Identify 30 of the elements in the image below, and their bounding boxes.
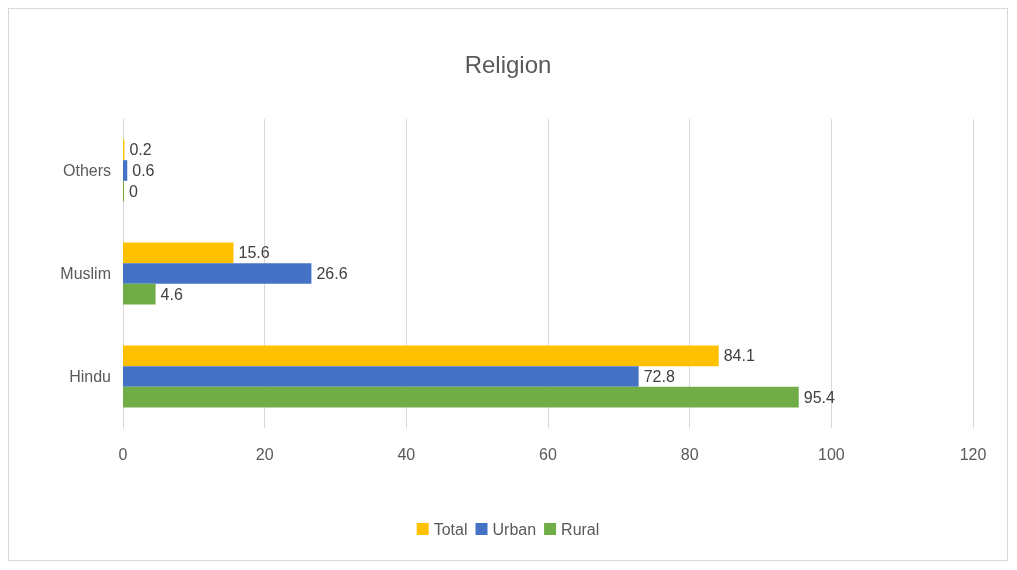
legend-label: Rural bbox=[561, 520, 600, 538]
x-tick-label: 120 bbox=[959, 445, 987, 463]
x-tick-label: 40 bbox=[397, 445, 416, 463]
legend-label: Urban bbox=[492, 520, 537, 538]
bar bbox=[123, 366, 639, 387]
data-label: 72.8 bbox=[643, 368, 675, 385]
data-label: 0 bbox=[129, 182, 138, 200]
chart-title: Religion bbox=[464, 50, 552, 78]
y-tick-label: Hindu bbox=[69, 368, 111, 385]
x-tick-label: 80 bbox=[680, 445, 699, 463]
bar bbox=[123, 263, 312, 284]
x-tick-label: 100 bbox=[817, 445, 845, 463]
y-tick-label: Others bbox=[62, 162, 111, 179]
x-tick-label: 0 bbox=[118, 445, 128, 463]
data-label: 0.6 bbox=[132, 162, 155, 179]
data-label: 15.6 bbox=[238, 244, 270, 262]
legend-label: Total bbox=[433, 520, 468, 538]
bar bbox=[123, 242, 234, 264]
bar bbox=[123, 160, 128, 181]
bar bbox=[123, 345, 719, 367]
data-label: 95.4 bbox=[803, 388, 835, 406]
bar bbox=[123, 386, 799, 408]
data-label: 4.6 bbox=[160, 285, 183, 303]
bar bbox=[123, 283, 156, 305]
x-tick-label: 60 bbox=[539, 445, 557, 463]
data-label: 0.2 bbox=[129, 141, 152, 159]
data-label: 26.6 bbox=[316, 265, 348, 282]
data-label: 84.1 bbox=[723, 347, 755, 365]
x-tick-label: 20 bbox=[255, 445, 274, 463]
y-tick-label: Muslim bbox=[60, 265, 111, 282]
